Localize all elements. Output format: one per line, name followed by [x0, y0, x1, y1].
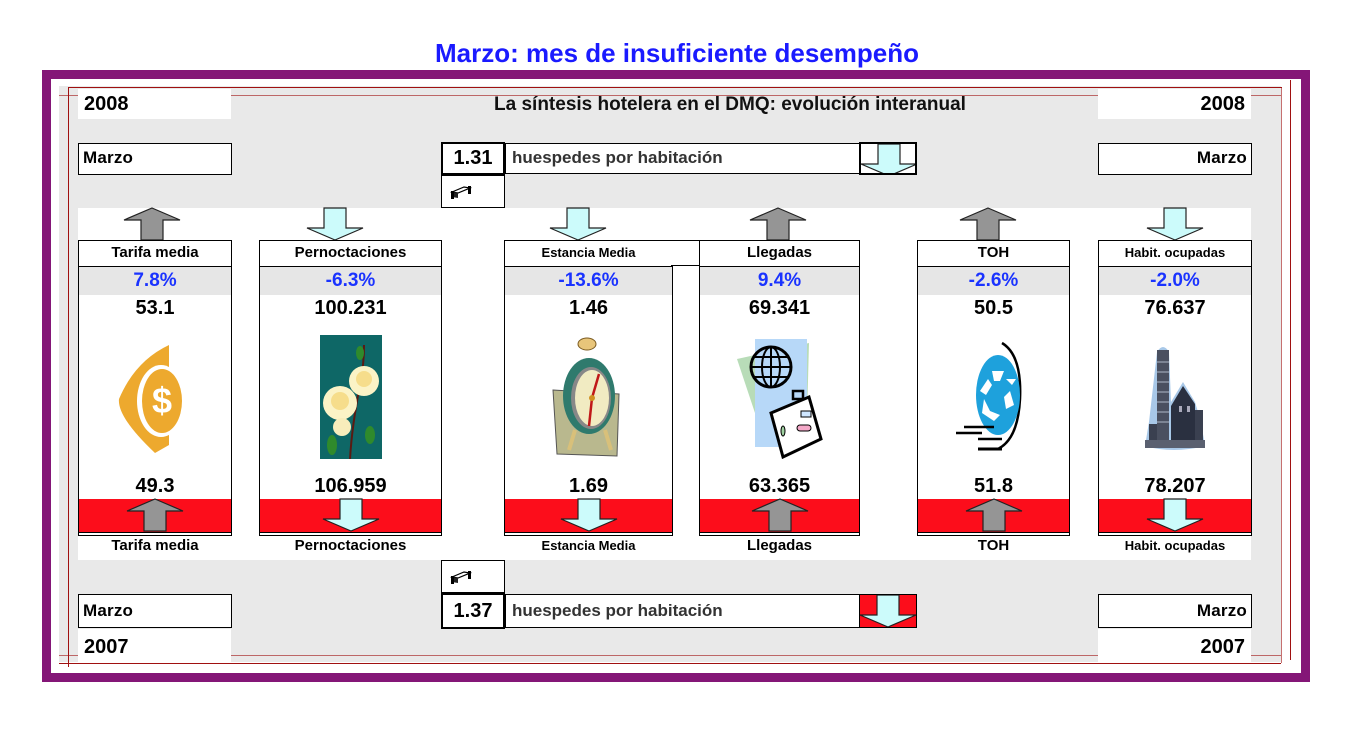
guests-per-room-previous-label: huespedes por habitación [505, 594, 860, 628]
bevel-top [68, 87, 1282, 88]
indicator-current-value: 100.231 [314, 297, 387, 319]
month-previous-left: Marzo [78, 594, 232, 628]
indicator-card-pernoctaciones: Pernoctaciones -6.3% 100.231 106.959 Per… [259, 240, 442, 554]
indicator-current-value: 53.1 [135, 297, 175, 319]
indicator-current-value: 1.46 [569, 297, 608, 319]
guests-per-room-current-arrow-box [859, 142, 917, 175]
indicator-current-value: 69.341 [748, 297, 811, 319]
indicator-name: Estancia Media [505, 241, 672, 267]
indicator-red-band [260, 499, 441, 533]
arrow-down-icon [860, 595, 916, 627]
month-current-right: Marzo [1098, 143, 1252, 175]
trend-arrow-current-pernoctaciones [300, 207, 370, 241]
roses-icon [260, 321, 441, 473]
indicator-card-llegadas: Llegadas 9.4% 69.341 63.365 Llegadas [699, 240, 860, 554]
year-previous-left: 2007 [78, 629, 231, 663]
indicator-change-pct: -2.6% [918, 267, 1069, 295]
indicator-previous-value: 63.365 [748, 475, 811, 497]
indicator-name-footer: Habit. ocupadas [1124, 538, 1226, 553]
bevel-right [1281, 87, 1282, 663]
indicator-red-band [79, 499, 231, 533]
arrow-up-icon [750, 498, 810, 532]
bed-icon [450, 185, 472, 199]
indicator-red-band [505, 499, 672, 533]
arrow-up-icon [122, 207, 182, 241]
indicator-previous-value: 106.959 [314, 475, 387, 497]
bevel-bottom [59, 663, 1281, 664]
indicator-previous-value: 51.8 [974, 475, 1013, 497]
indicator-change-pct: 7.8% [79, 267, 231, 295]
guests-per-room-previous-value: 1.37 [441, 593, 505, 629]
indicator-current-value: 50.5 [974, 297, 1013, 319]
arrow-up-icon [748, 207, 808, 241]
bevel-right-outer [1290, 80, 1291, 660]
year-previous-right: 2007 [1098, 629, 1251, 663]
arrow-up-icon [958, 207, 1018, 241]
trend-arrow-current-estancia [543, 207, 613, 241]
dollar-icon: $ [79, 321, 231, 473]
guests-per-room-previous-arrow-box [859, 594, 917, 628]
arrow-down-icon [1145, 498, 1205, 532]
arrow-down-icon [305, 207, 365, 241]
indicator-name: TOH [918, 241, 1069, 267]
indicator-name: Habit. ocupadas [1099, 241, 1251, 267]
indicator-card-tarifa-media: Tarifa media 7.8% 53.1 $ 49.3 Tarifa med… [78, 240, 232, 554]
indicator-previous-value: 49.3 [135, 475, 175, 497]
bevel-bottom-inner [59, 655, 1281, 656]
indicator-name-footer: TOH [977, 537, 1010, 554]
bevel-top-inner [59, 95, 1281, 96]
arrow-down-icon [1145, 207, 1205, 241]
guests-per-room-current-value: 1.31 [441, 142, 505, 175]
bed-icon-box-previous [441, 560, 505, 593]
alarm-clock-icon [505, 321, 672, 473]
main-title: Marzo: mes de insuficiente desempeño [434, 38, 919, 68]
trend-arrow-current-habitaciones [1140, 207, 1210, 241]
trend-arrow-current-tarifa [117, 207, 187, 241]
guests-per-room-current-label: huespedes por habitación [505, 143, 860, 174]
indicator-current-value: 76.637 [1144, 297, 1206, 319]
arrow-up-icon [964, 498, 1024, 532]
card-gap-header [671, 240, 700, 266]
indicator-name-footer: Llegadas [746, 537, 813, 554]
indicator-name: Llegadas [700, 241, 859, 267]
indicator-previous-value: 78.207 [1144, 475, 1206, 497]
bed-icon-box-current [441, 175, 505, 208]
indicator-card-estancia-media: Estancia Media -13.6% 1.46 1.69 Estancia… [504, 240, 673, 553]
svg-text:$: $ [152, 380, 172, 421]
month-current-left: Marzo [78, 143, 232, 175]
indicator-previous-value: 1.69 [569, 475, 608, 497]
indicator-card-toh: TOH -2.6% 50.5 51.8 TOH [917, 240, 1070, 554]
indicator-name-footer: Pernoctaciones [294, 537, 407, 554]
year-current-left: 2008 [78, 89, 231, 119]
subtitle: La síntesis hotelera en el DMQ: evolució… [494, 94, 966, 115]
arrow-down-icon [321, 498, 381, 532]
building-icon [1099, 321, 1251, 473]
trend-arrow-current-llegadas [743, 207, 813, 241]
indicator-name: Pernoctaciones [260, 241, 441, 267]
indicator-change-pct: -6.3% [260, 267, 441, 295]
arrow-down-icon [548, 207, 608, 241]
indicator-red-band [1099, 499, 1251, 533]
indicator-change-pct: 9.4% [700, 267, 859, 295]
indicator-name-footer: Estancia Media [541, 538, 636, 553]
indicator-name: Tarifa media [79, 241, 231, 267]
year-current-right: 2008 [1098, 89, 1251, 119]
indicator-card-habit-ocupadas: Habit. ocupadas -2.0% 76.637 78.207 Habi… [1098, 240, 1252, 553]
arrow-down-icon [559, 498, 619, 532]
bevel-left [68, 87, 69, 667]
recycle-icon [918, 321, 1069, 473]
bed-icon [450, 570, 472, 584]
globe-suitcase-icon [700, 321, 859, 473]
month-previous-right: Marzo [1098, 594, 1252, 628]
indicator-red-band [918, 499, 1069, 533]
trend-arrow-current-toh [953, 207, 1023, 241]
indicator-change-pct: -13.6% [505, 267, 672, 295]
indicator-name-footer: Tarifa media [111, 537, 199, 554]
arrow-down-icon [861, 144, 915, 173]
arrow-up-icon [125, 498, 185, 532]
indicator-red-band [700, 499, 859, 533]
indicator-change-pct: -2.0% [1099, 267, 1251, 295]
